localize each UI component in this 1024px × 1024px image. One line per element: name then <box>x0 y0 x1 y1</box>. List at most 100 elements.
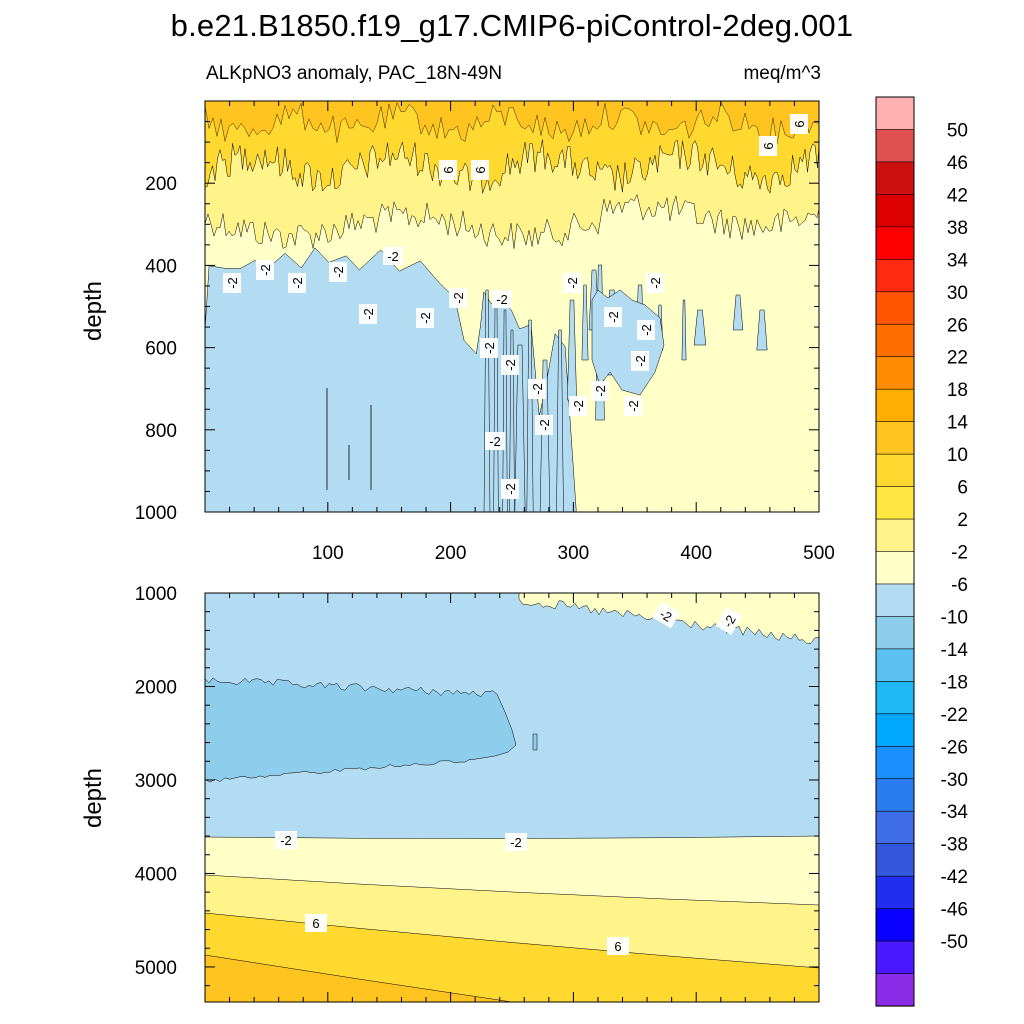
negative-spike <box>756 309 768 351</box>
colorbar-swatch <box>875 875 915 910</box>
contour-label: -2 <box>416 308 434 328</box>
upper-y-tick-labels: 200 400 600 800 1000 <box>135 174 177 524</box>
contour-label: -2 <box>223 273 241 293</box>
colorbar-swatch <box>875 291 915 325</box>
colorbar-swatch <box>875 745 915 780</box>
colorbar-label: -6 <box>951 575 968 596</box>
colorbar-swatch <box>875 908 915 942</box>
negative-spike <box>556 329 564 512</box>
colorbar-swatch <box>875 778 915 812</box>
contour-label: -2 <box>501 479 519 499</box>
svg-text:-2: -2 <box>503 359 518 371</box>
svg-text:-2: -2 <box>280 833 292 848</box>
colorbar-label: -2 <box>951 543 968 564</box>
contour-label: -2 <box>591 381 609 401</box>
contour-label: -2 <box>631 351 649 371</box>
y-tick-label: 2000 <box>135 677 177 698</box>
colorbar-label: 26 <box>947 315 968 336</box>
contour-label: -2 <box>604 307 622 327</box>
colorbar-swatch <box>875 648 915 682</box>
colorbar-swatch <box>875 583 915 618</box>
colorbar-label: -22 <box>941 705 968 726</box>
svg-text:-2: -2 <box>496 292 508 307</box>
y-tick-label: 200 <box>145 174 177 195</box>
svg-text:-2: -2 <box>571 400 586 412</box>
colorbar-swatch <box>875 388 915 423</box>
svg-text:-2: -2 <box>258 264 273 276</box>
colorbar-label: 34 <box>947 250 969 271</box>
colorbar-label: 18 <box>947 380 968 401</box>
colorbar-frame <box>875 96 915 1007</box>
contour-label: -2 <box>256 260 274 280</box>
x-tick-label: 200 <box>435 543 467 564</box>
contour-label: 6 <box>790 114 808 134</box>
colorbar-label: 6 <box>957 478 968 499</box>
y-tick-label: 800 <box>145 421 177 442</box>
colorbar-swatch <box>875 973 915 1007</box>
upper-panel <box>205 101 819 512</box>
svg-text:-2: -2 <box>418 312 433 324</box>
colorbar-label: -18 <box>941 672 968 693</box>
colorbar-swatch <box>875 421 915 455</box>
y-tick-label: 600 <box>145 339 177 360</box>
colorbar-swatch <box>875 96 915 131</box>
contour-label: -2 <box>501 355 519 375</box>
svg-text:-2: -2 <box>482 342 497 354</box>
lower-panel <box>205 593 819 1002</box>
contour-label: -2 <box>359 304 377 324</box>
colorbar-swatch <box>875 161 915 195</box>
contour-label: -2 <box>637 320 655 340</box>
colorbar-label: 2 <box>957 510 968 531</box>
chart-title: b.e21.B1850.f19_g17.CMIP6-piControl-2deg… <box>170 8 854 43</box>
svg-text:-2: -2 <box>387 249 399 264</box>
colorbar-label: -34 <box>941 802 969 823</box>
colorbar-swatch <box>875 194 915 228</box>
colorbar-label: -50 <box>941 932 968 953</box>
colorbar-label: 46 <box>947 153 968 174</box>
y-axis-label-lower: depth <box>80 768 107 828</box>
negative-spike <box>514 344 526 512</box>
contour-label: -2 <box>535 415 553 435</box>
svg-text:-2: -2 <box>331 266 346 278</box>
svg-text:-2: -2 <box>648 277 663 289</box>
contour-label: -2 <box>563 273 581 293</box>
svg-text:6: 6 <box>761 142 776 149</box>
colorbar-swatch <box>875 323 915 358</box>
colorbar-swatch <box>875 810 915 845</box>
contour-label: -2 <box>646 273 664 293</box>
colorbar-swatch <box>875 259 915 293</box>
contour-label: 6 <box>759 136 777 156</box>
svg-text:-2: -2 <box>530 383 545 395</box>
fill-band-10-14 <box>205 101 819 145</box>
colorbar-swatch <box>875 940 915 975</box>
svg-text:-2: -2 <box>225 277 240 289</box>
contour-label: -2 <box>383 247 403 265</box>
colorbar-label: 50 <box>947 121 968 142</box>
colorbar-label: -30 <box>941 770 968 791</box>
negative-spike <box>732 294 744 331</box>
lower-y-tick-labels: 1000 2000 3000 4000 5000 <box>135 584 177 979</box>
colorbar-swatch <box>875 518 915 553</box>
colorbar-swatch <box>875 551 915 585</box>
contour-label: 6 <box>439 160 457 180</box>
colorbar-label: 30 <box>947 283 968 304</box>
svg-text:6: 6 <box>312 916 319 931</box>
colorbar-swatch <box>875 129 915 163</box>
contour-label: -2 <box>492 290 512 308</box>
svg-text:-2: -2 <box>361 308 376 320</box>
colorbar <box>875 96 915 1007</box>
colorbar-swatch <box>875 226 915 260</box>
contour-label: -2 <box>480 338 498 358</box>
contour-label: -2 <box>288 273 306 293</box>
lower-panel-frame <box>204 592 820 1003</box>
negative-spike <box>681 299 687 361</box>
colorbar-swatch <box>875 713 915 747</box>
fill-band-10-14 <box>205 954 514 1002</box>
contour-label: 6 <box>607 937 629 955</box>
contour-label: -2 <box>275 831 297 849</box>
colorbar-swatch <box>875 486 915 520</box>
negative-spike <box>509 329 515 512</box>
y-tick-label: 1000 <box>135 584 177 605</box>
colorbar-label: -26 <box>941 737 968 758</box>
